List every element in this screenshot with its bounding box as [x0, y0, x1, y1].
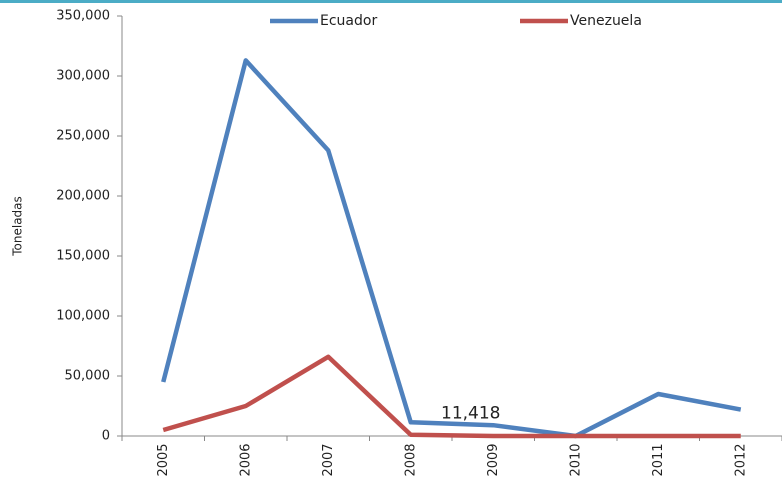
- x-tick-label: 2011: [651, 443, 666, 476]
- x-tick-label: 2007: [321, 443, 336, 476]
- legend-label: Venezuela: [570, 13, 642, 29]
- legend-label: Ecuador: [320, 13, 377, 29]
- y-tick-label: 100,000: [56, 309, 110, 324]
- top-border: [0, 0, 782, 3]
- x-tick-label: 2008: [403, 443, 418, 476]
- data-label: 11,418: [441, 403, 500, 423]
- y-tick-label: 0: [102, 429, 110, 444]
- y-tick-label: 200,000: [56, 189, 110, 204]
- series-line: [162, 354, 741, 439]
- y-tick-label: 300,000: [56, 69, 110, 84]
- x-tick-label: 2012: [733, 443, 748, 476]
- x-tick-label: 2010: [568, 443, 583, 476]
- y-tick-label: 50,000: [65, 369, 111, 384]
- y-axis-title: Toneladas: [11, 196, 25, 257]
- series-line: [161, 58, 742, 439]
- y-tick-label: 150,000: [56, 249, 110, 264]
- y-tick-label: 350,000: [56, 9, 110, 24]
- x-tick-label: 2005: [156, 443, 171, 476]
- y-tick-label: 250,000: [56, 129, 110, 144]
- x-tick-label: 2006: [238, 443, 253, 476]
- x-tick-label: 2009: [486, 443, 501, 476]
